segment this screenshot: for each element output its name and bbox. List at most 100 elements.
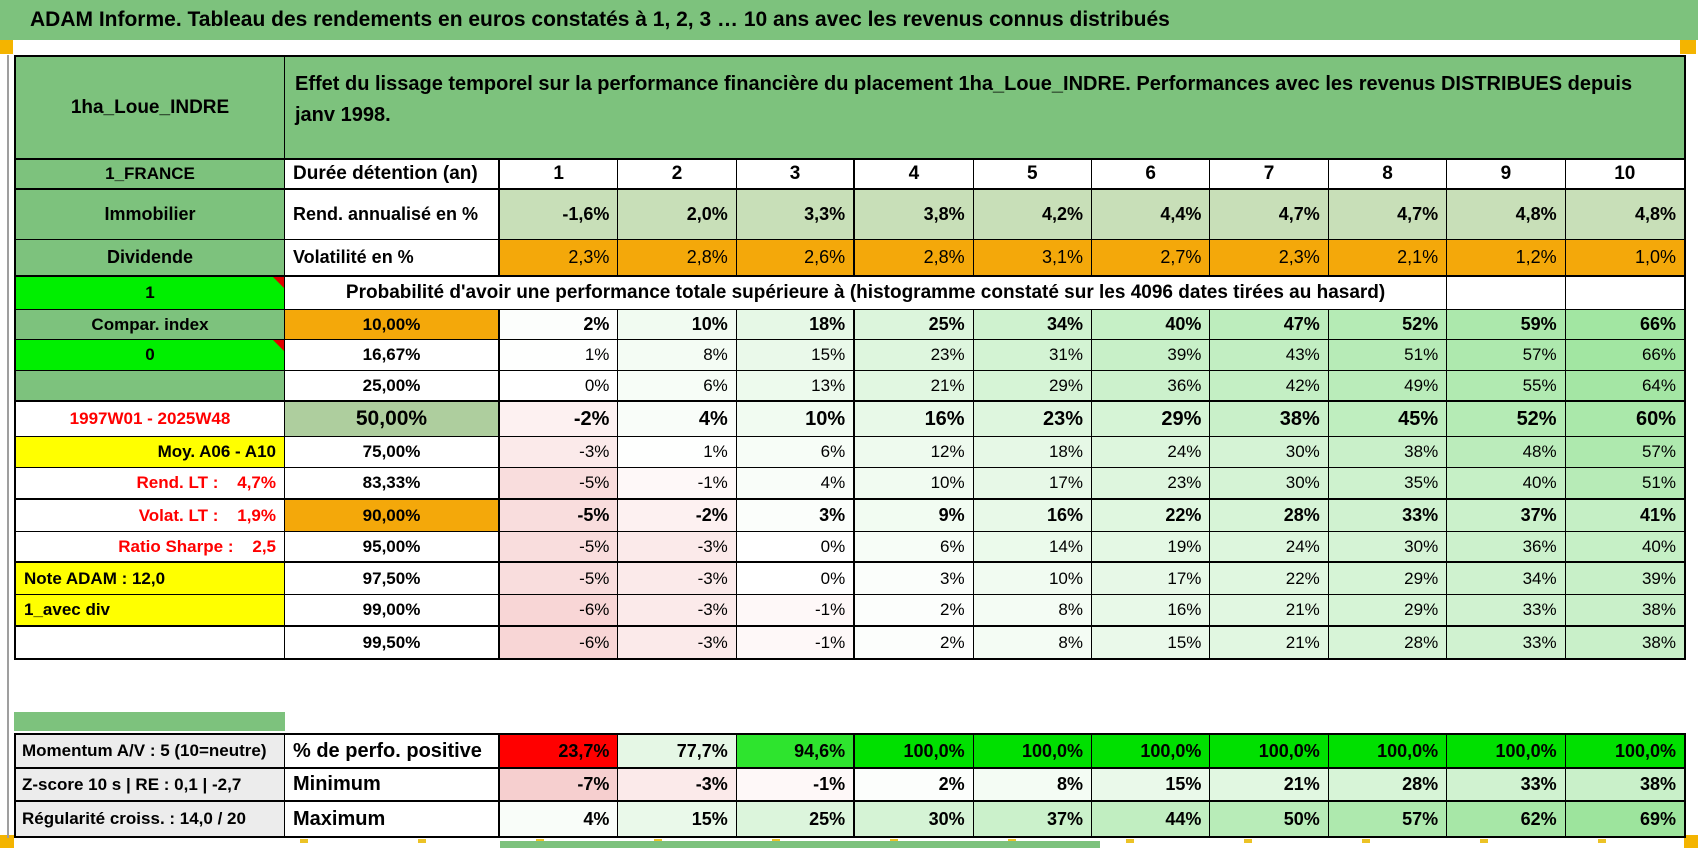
value-cell[interactable]: 34% [1447,563,1566,595]
value-cell[interactable]: 69% [1565,802,1684,836]
year-cell[interactable]: 5 [973,160,1092,190]
value-cell[interactable]: 14% [973,532,1092,563]
value-cell[interactable]: 31% [973,340,1092,371]
value-cell[interactable]: -1,6% [500,190,619,240]
value-cell[interactable]: -1% [736,595,856,627]
value-cell[interactable]: 40% [1447,468,1566,500]
value-cell[interactable]: 3% [736,500,856,532]
value-cell[interactable]: 21% [1210,595,1329,627]
value-cell[interactable]: 37% [1447,500,1566,532]
value-cell[interactable]: -3% [618,595,737,627]
row-label-cell[interactable]: Moy. A06 - A10 [16,437,285,468]
value-cell[interactable]: 38% [1565,769,1684,802]
value-cell[interactable]: 2% [855,769,974,802]
value-cell[interactable]: 22% [1092,500,1211,532]
value-cell[interactable]: 50% [1210,802,1329,836]
value-cell[interactable]: 38% [1565,627,1684,658]
value-cell[interactable]: -5% [500,532,619,563]
row-label-cell[interactable]: Rend. LT : 4,7% [16,468,285,500]
value-cell[interactable]: -5% [500,500,619,532]
year-cell[interactable]: 2 [618,160,737,190]
value-cell[interactable]: 33% [1447,595,1566,627]
value-cell[interactable]: 18% [736,310,856,340]
value-cell[interactable]: 38% [1565,595,1684,627]
value-cell[interactable]: 4% [736,468,856,500]
value-cell[interactable]: 36% [1092,371,1211,402]
metric-cell[interactable]: Volatilité en % [285,240,500,277]
value-cell[interactable]: 21% [1210,627,1329,658]
value-cell[interactable]: 100,0% [1092,735,1211,769]
asset-class-cell[interactable]: Immobilier [16,190,285,240]
value-cell[interactable]: 34% [973,310,1092,340]
value-cell[interactable]: 2,6% [736,240,856,277]
empty-cell[interactable] [1447,277,1566,310]
value-cell[interactable]: 4,8% [1447,190,1566,240]
row-label-cell[interactable]: 1_avec div [16,595,285,627]
value-cell[interactable]: -3% [618,627,737,658]
value-cell[interactable]: -2% [500,402,619,437]
value-cell[interactable]: 4% [500,802,619,836]
value-cell[interactable]: 30% [1328,532,1448,563]
value-cell[interactable]: 3,3% [736,190,856,240]
value-cell[interactable]: 21% [1210,769,1329,802]
value-cell[interactable]: 18% [973,437,1092,468]
value-cell[interactable]: 16% [1092,595,1211,627]
value-cell[interactable]: 13% [736,371,856,402]
value-cell[interactable]: 10% [618,310,737,340]
threshold-cell[interactable]: 10,00% [285,310,500,340]
value-cell[interactable]: 51% [1328,340,1448,371]
metric-cell[interactable]: Rend. annualisé en % [285,190,500,240]
threshold-cell[interactable]: 25,00% [285,371,500,402]
value-cell[interactable]: 24% [1210,532,1329,563]
probability-title-cell[interactable]: Probabilité d'avoir une performance tota… [285,277,1448,310]
value-cell[interactable]: 100,0% [1565,735,1684,769]
threshold-cell[interactable]: 75,00% [285,437,500,468]
value-cell[interactable]: 24% [1092,437,1211,468]
value-cell[interactable]: 48% [1447,437,1566,468]
value-cell[interactable]: 15% [618,802,737,836]
value-cell[interactable]: -3% [618,532,737,563]
value-cell[interactable]: 4,7% [1328,190,1448,240]
value-cell[interactable]: 45% [1328,402,1448,437]
value-cell[interactable]: 10% [855,468,974,500]
value-cell[interactable]: 52% [1328,310,1448,340]
value-cell[interactable]: 100,0% [855,735,974,769]
threshold-cell[interactable]: 90,00% [285,500,500,532]
value-cell[interactable]: 16% [855,402,974,437]
value-cell[interactable]: 30% [855,802,974,836]
value-cell[interactable]: 8% [973,595,1092,627]
regularity-label-cell[interactable]: Régularité croiss. : 14,0 / 20 [16,802,285,836]
threshold-cell[interactable]: 97,50% [285,563,500,595]
value-cell[interactable]: 1% [500,340,619,371]
value-cell[interactable]: 1% [618,437,737,468]
placement-name-cell[interactable]: 1ha_Loue_INDRE [16,57,285,160]
threshold-cell[interactable]: 99,00% [285,595,500,627]
value-cell[interactable]: 41% [1565,500,1684,532]
value-cell[interactable]: 17% [973,468,1092,500]
value-cell[interactable]: 1,0% [1565,240,1684,277]
value-cell[interactable]: 23% [973,402,1092,437]
value-cell[interactable]: 100,0% [973,735,1092,769]
value-cell[interactable]: 4,4% [1092,190,1211,240]
value-cell[interactable]: 15% [1092,769,1211,802]
value-cell[interactable]: 2,3% [1210,240,1329,277]
value-cell[interactable]: 40% [1565,532,1684,563]
value-cell[interactable]: 23% [855,340,974,371]
value-cell[interactable]: -1% [736,627,856,658]
value-cell[interactable]: -3% [618,769,737,802]
value-cell[interactable]: 52% [1447,402,1566,437]
value-cell[interactable]: 21% [855,371,974,402]
threshold-cell[interactable]: 83,33% [285,468,500,500]
value-cell[interactable]: 38% [1210,402,1329,437]
value-cell[interactable]: 4% [618,402,737,437]
value-cell[interactable]: -5% [500,563,619,595]
value-cell[interactable]: 64% [1565,371,1684,402]
value-cell[interactable]: 30% [1210,468,1329,500]
row-label-cell[interactable]: Ratio Sharpe : 2,5 [16,532,285,563]
indicator-cell[interactable]: 1 [16,277,285,310]
value-cell[interactable]: -1% [736,769,856,802]
metric-cell[interactable]: % de perfo. positive [285,735,500,769]
value-cell[interactable]: 57% [1328,802,1448,836]
value-cell[interactable]: 2% [855,627,974,658]
value-cell[interactable]: 2,3% [500,240,619,277]
